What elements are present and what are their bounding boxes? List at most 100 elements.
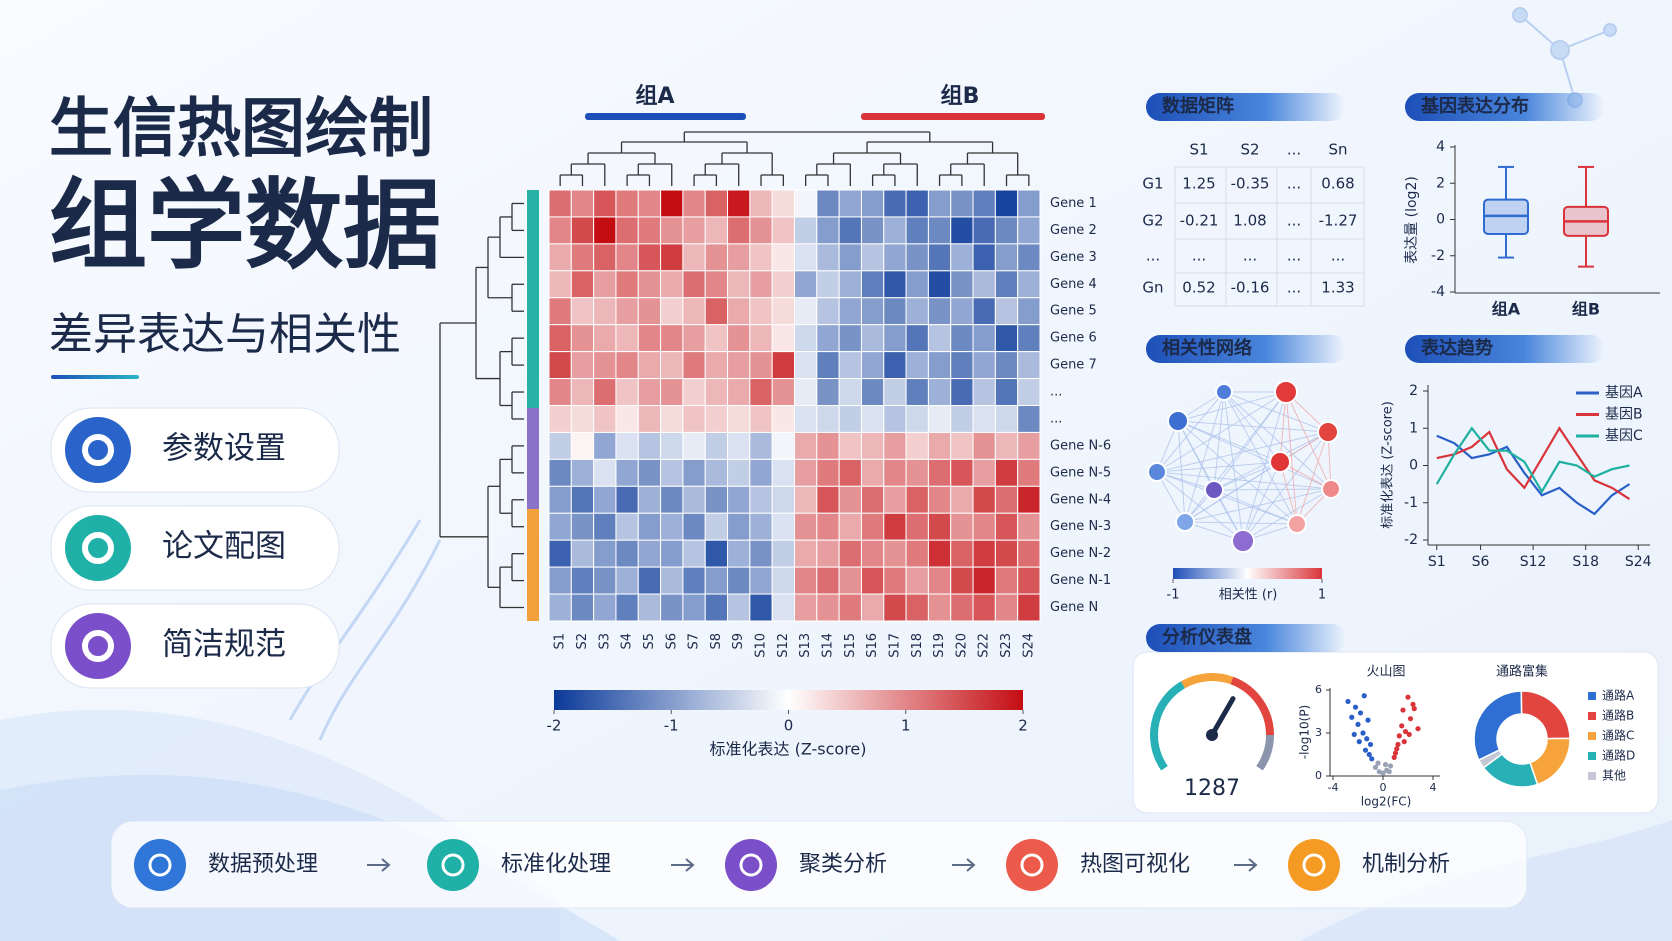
subtitle: 差异表达与相关性 bbox=[49, 309, 401, 360]
heatmap-cell bbox=[704, 512, 729, 541]
heatmap-cell bbox=[660, 216, 684, 245]
heatmap-cell bbox=[704, 351, 729, 380]
volcano-point bbox=[1372, 764, 1379, 771]
heatmap-cell bbox=[950, 351, 974, 380]
column-label: S2 bbox=[575, 633, 590, 650]
heatmap-cell bbox=[749, 539, 773, 568]
heatmap-cell bbox=[615, 270, 639, 299]
heatmap-cell bbox=[570, 539, 595, 568]
section-title: 数据矩阵 bbox=[1162, 95, 1234, 117]
row-label: Gene 5 bbox=[1050, 304, 1097, 319]
column-label: S20 bbox=[954, 633, 969, 658]
volcano-point bbox=[1401, 739, 1407, 745]
heatmap-cell bbox=[660, 297, 684, 326]
heatmap-cell bbox=[927, 378, 952, 406]
step-icon bbox=[427, 839, 479, 891]
heatmap-cell bbox=[749, 324, 773, 353]
heatmap-cell bbox=[704, 243, 729, 272]
x-tick-label: S6 bbox=[1472, 554, 1490, 570]
heatmap-cell bbox=[950, 189, 974, 218]
network-node bbox=[1167, 410, 1189, 432]
heatmap-cell bbox=[749, 189, 773, 218]
heatmap-cell bbox=[883, 566, 907, 595]
network-edge bbox=[1285, 391, 1332, 490]
heatmap-cell bbox=[794, 297, 818, 326]
donut-title: 通路富集 bbox=[1496, 664, 1548, 680]
colorbar-tick-label: 1 bbox=[901, 717, 911, 735]
column-label: S8 bbox=[709, 633, 724, 650]
table-cell: -1.27 bbox=[1319, 212, 1358, 230]
heatmap-cell bbox=[794, 431, 818, 460]
network-edge bbox=[1156, 471, 1298, 525]
heatmap-cell bbox=[883, 593, 907, 622]
headline: 组学数据 bbox=[49, 169, 441, 283]
heatmap-cell bbox=[682, 566, 706, 595]
heatmap-cell bbox=[972, 216, 996, 245]
colorbar-tick-label: 1 bbox=[1318, 588, 1326, 603]
heatmap-cell bbox=[637, 539, 662, 568]
heatmap-cell bbox=[972, 405, 996, 433]
heatmap-cell bbox=[727, 378, 751, 406]
table-row-label: G2 bbox=[1142, 212, 1163, 230]
volcano-point bbox=[1415, 726, 1421, 732]
heatmap-cell bbox=[660, 351, 684, 380]
network-node bbox=[1147, 462, 1167, 482]
step-icon-glyph bbox=[148, 853, 172, 877]
trend-line bbox=[1436, 426, 1631, 500]
heatmap-cell bbox=[570, 485, 595, 514]
step-arrow bbox=[1234, 858, 1258, 872]
section-header bbox=[1146, 335, 1346, 363]
legend-label: 通路A bbox=[1602, 688, 1635, 703]
heatmap-cell bbox=[771, 405, 796, 433]
x-tick-label: S18 bbox=[1572, 554, 1599, 570]
row-annotation bbox=[527, 509, 539, 621]
volcano-point bbox=[1352, 704, 1359, 710]
heatmap-cell bbox=[704, 270, 729, 299]
heatmap-cell bbox=[905, 458, 929, 487]
donut-slice bbox=[1477, 748, 1504, 769]
heatmap-cell bbox=[682, 324, 706, 353]
heatmap-cell bbox=[794, 405, 818, 433]
heatmap-cell bbox=[927, 189, 952, 218]
heatmap-cell bbox=[593, 485, 617, 514]
heatmap-cell bbox=[972, 324, 996, 353]
heatmap-cell bbox=[660, 405, 684, 433]
heatmap-cell bbox=[883, 324, 907, 353]
heatmap-cell bbox=[771, 539, 796, 568]
heatmap-cell bbox=[615, 593, 639, 622]
heatmap-cell bbox=[905, 216, 929, 245]
heatmap-cell bbox=[994, 485, 1019, 514]
trend-line bbox=[1435, 426, 1630, 494]
heatmap-cell bbox=[548, 243, 572, 272]
heatmap-cell bbox=[994, 566, 1019, 595]
table-header: ... bbox=[1287, 141, 1301, 159]
legend-swatch bbox=[1588, 772, 1596, 780]
x-tick-label: 组B bbox=[1572, 300, 1600, 319]
row-annotation bbox=[527, 408, 539, 509]
heatmap-cell bbox=[682, 243, 706, 272]
heatmap-cell bbox=[682, 270, 706, 299]
heatmap-cell bbox=[548, 297, 572, 326]
network-edge bbox=[1184, 391, 1287, 523]
row-label: Gene N bbox=[1050, 600, 1098, 615]
x-tick-label: S1 bbox=[1428, 554, 1446, 570]
heatmap-cell bbox=[570, 351, 595, 380]
heatmap-cell bbox=[771, 270, 796, 299]
feature-icon bbox=[65, 417, 131, 483]
heatmap-cell bbox=[749, 566, 773, 595]
heatmap-cell bbox=[660, 270, 684, 299]
feature-icon bbox=[65, 515, 131, 581]
heatmap-cell bbox=[927, 539, 952, 568]
volcano-point bbox=[1361, 693, 1367, 699]
step-icon bbox=[1288, 839, 1340, 891]
heatmap-cell bbox=[682, 405, 706, 433]
heatmap-cell bbox=[905, 405, 929, 433]
heatmap-cell bbox=[1017, 431, 1041, 460]
heatmap-cell bbox=[860, 189, 885, 218]
heatmap-cell bbox=[660, 189, 684, 218]
network-edge bbox=[1177, 420, 1329, 433]
column-label: S9 bbox=[731, 633, 746, 650]
heatmap-cell bbox=[749, 378, 773, 406]
heatmap-cell bbox=[883, 539, 907, 568]
